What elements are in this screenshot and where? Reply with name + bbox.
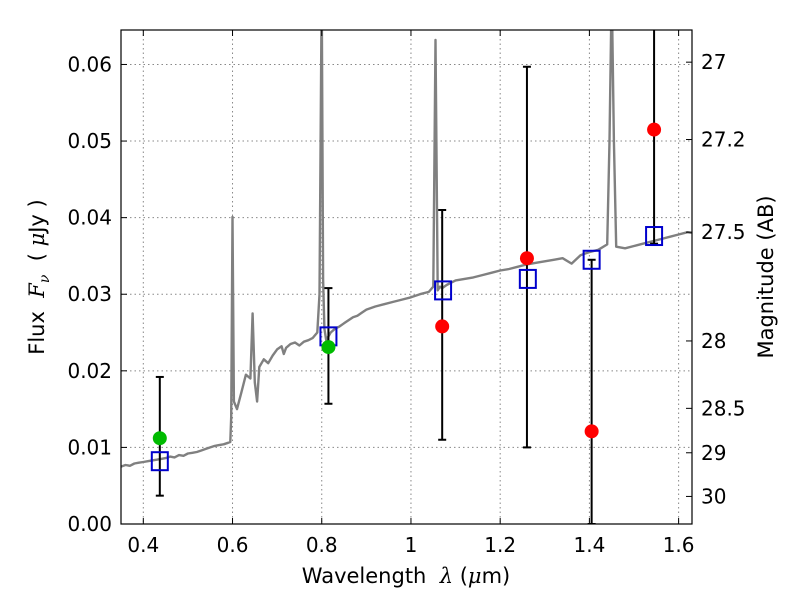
model-point-square [434, 280, 453, 301]
y2-tick-label: 27 [701, 50, 726, 74]
spectrum-line [121, 30, 692, 468]
y-tick-label: 0.05 [67, 129, 112, 153]
x-tick-label: 0.8 [306, 533, 338, 557]
model-point-square [582, 249, 601, 270]
detection-point [519, 251, 534, 266]
y-tick-label: 0.06 [67, 52, 112, 76]
green-point [321, 340, 336, 355]
y2-axis-label: Magnitude (AB) [754, 195, 778, 358]
y-tick-label: 0.01 [67, 435, 112, 459]
detection-point [435, 319, 450, 334]
plot-area [121, 30, 692, 524]
x-tick-label: 1 [405, 533, 418, 557]
model-point-square [150, 451, 169, 472]
axis-ticks: 0.4 0.6 0.8 1 1.2 1.4 1.6 0.00 0.01 0.02 0.03 0.04 0… [67, 30, 746, 557]
y2-tick-label: 27.2 [701, 128, 746, 152]
y2-tick-label: 30 [701, 484, 726, 508]
x-axis-label: Wavelength λ (μm) [302, 564, 510, 588]
x-tick-label: 0.4 [127, 533, 159, 557]
y-axis-label: Flux Fν ( μJy ) [25, 199, 53, 354]
detection-point [647, 122, 662, 137]
y-tick-label: 0.03 [67, 282, 112, 306]
green-point [152, 431, 167, 446]
y2-tick-label: 29 [701, 441, 726, 465]
x-tick-label: 0.6 [217, 533, 249, 557]
y-tick-label: 0.04 [67, 206, 112, 230]
model-point-square [518, 268, 537, 289]
y2-tick-label: 27.5 [701, 220, 746, 244]
y-tick-label: 0.02 [67, 359, 112, 383]
plot-frame [120, 29, 693, 525]
x-tick-label: 1.6 [663, 533, 695, 557]
plot-background [121, 30, 692, 524]
x-tick-label: 1.4 [573, 533, 605, 557]
y2-tick-label: 28 [701, 329, 726, 353]
detection-point [584, 424, 599, 439]
x-tick-label: 1.2 [484, 533, 516, 557]
y-tick-label: 0.00 [67, 512, 112, 536]
model-point-square [645, 226, 664, 247]
y2-tick-label: 28.5 [701, 396, 746, 420]
